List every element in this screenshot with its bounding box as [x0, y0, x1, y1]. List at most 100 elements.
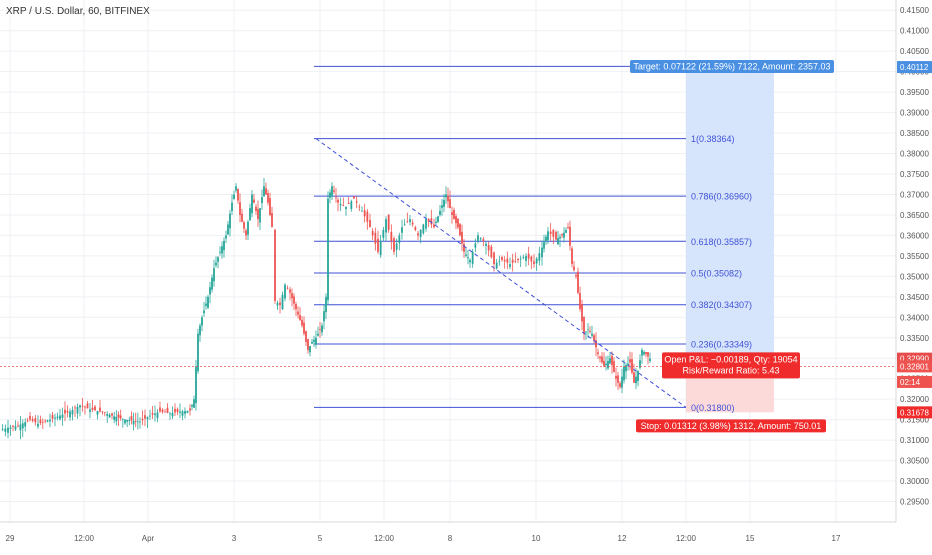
candle-body	[130, 416, 133, 421]
candle-body	[419, 229, 422, 238]
candle-body	[66, 410, 69, 413]
candle-body	[329, 192, 331, 198]
candle-body	[323, 311, 325, 322]
candle-body	[54, 417, 56, 419]
x-tick-label: 8	[448, 534, 453, 543]
candle-body	[503, 259, 506, 262]
candle-body	[411, 222, 414, 225]
candle-body	[195, 366, 197, 403]
candle-body	[379, 240, 382, 256]
candle-body	[269, 198, 271, 215]
candle-body	[307, 339, 309, 351]
candle-body	[615, 375, 617, 379]
candle-body	[237, 188, 239, 201]
candle-body	[595, 340, 597, 348]
price-axis-bg	[896, 0, 932, 522]
candle-body	[371, 231, 374, 236]
candle-body	[641, 350, 643, 356]
candle-body	[174, 408, 176, 413]
candle-body	[136, 421, 139, 423]
candle-body	[241, 213, 243, 222]
candle-body	[514, 260, 517, 262]
candle-body	[134, 420, 137, 422]
candle-body	[315, 337, 317, 345]
axis-price-badge	[897, 61, 932, 74]
candle-body	[233, 194, 235, 199]
candle-body	[161, 409, 164, 412]
target-label-text: Target: 0.07122 (21.59%) 7122, Amount: 2…	[633, 62, 830, 72]
candle-body	[281, 294, 284, 310]
candle-body	[506, 258, 509, 263]
x-tick-label: 12	[618, 534, 627, 543]
candle-body	[279, 302, 281, 306]
candle-body	[181, 411, 184, 416]
axis-price-badge-text: 0.32801	[900, 362, 929, 371]
candle-body	[219, 251, 221, 253]
candle-body	[49, 419, 51, 422]
candle-body	[599, 356, 601, 359]
candle-body	[350, 201, 353, 209]
candle-body	[406, 221, 409, 223]
y-tick-label: 0.36000	[900, 231, 929, 240]
candle-body	[113, 416, 116, 420]
candle-body	[649, 358, 651, 362]
candle-body	[59, 415, 61, 420]
candle-body	[361, 210, 363, 212]
candle-body	[235, 186, 237, 191]
axis-price-badge	[897, 406, 932, 419]
target-label-bg	[630, 60, 834, 74]
candle-body	[128, 420, 131, 422]
candle-body	[121, 418, 124, 420]
candle-body	[385, 219, 387, 233]
candle-body	[19, 424, 22, 431]
candle-body	[289, 289, 291, 293]
x-tick-label: 17	[832, 534, 841, 543]
candle-body	[495, 262, 498, 269]
candle-body	[84, 406, 86, 408]
candle-body	[1, 429, 4, 430]
y-tick-label: 0.34000	[900, 313, 929, 322]
y-tick-label: 0.30500	[900, 457, 929, 466]
candle-body	[633, 372, 635, 383]
candle-body	[34, 418, 37, 423]
candle-body	[555, 231, 557, 240]
candle-body	[151, 412, 154, 415]
candle-body	[447, 195, 449, 202]
candle-body	[253, 199, 255, 203]
candle-body	[205, 303, 207, 306]
candle-body	[215, 262, 217, 266]
candle-body	[631, 359, 633, 373]
candle-body	[577, 271, 579, 293]
y-tick-label: 0.40500	[900, 47, 929, 56]
candle-body	[559, 236, 561, 239]
candle-body	[293, 296, 295, 304]
axis-price-badge-text: 0.32990	[900, 355, 929, 364]
candle-body	[311, 341, 313, 344]
candle-body	[619, 383, 621, 387]
candle-body	[382, 229, 385, 238]
candle-body	[51, 414, 54, 419]
candle-body	[422, 224, 425, 234]
candle-body	[601, 356, 603, 363]
y-tick-label: 0.33500	[900, 334, 929, 343]
candle-body	[108, 414, 111, 418]
candle-body	[274, 229, 276, 301]
target-label: Target: 0.07122 (21.59%) 7122, Amount: 2…	[630, 60, 834, 74]
candle-body	[243, 222, 245, 229]
candle-body	[41, 421, 44, 423]
candle-body	[427, 218, 430, 222]
candle-body	[453, 209, 455, 220]
axis-price-badge-text: 0.31678	[900, 408, 929, 417]
candle-body	[91, 407, 94, 410]
x-tick-label: 10	[532, 534, 541, 543]
pnl-box: Open P&L: −0.00189, Qty: 19054Risk/Rewar…	[662, 352, 800, 379]
candle-body	[591, 333, 593, 336]
candle-body	[430, 218, 433, 225]
candle-body	[267, 193, 269, 203]
candle-body	[398, 235, 401, 243]
candle-body	[69, 411, 71, 418]
candle-body	[465, 254, 467, 256]
axis-price-badge	[897, 375, 932, 388]
